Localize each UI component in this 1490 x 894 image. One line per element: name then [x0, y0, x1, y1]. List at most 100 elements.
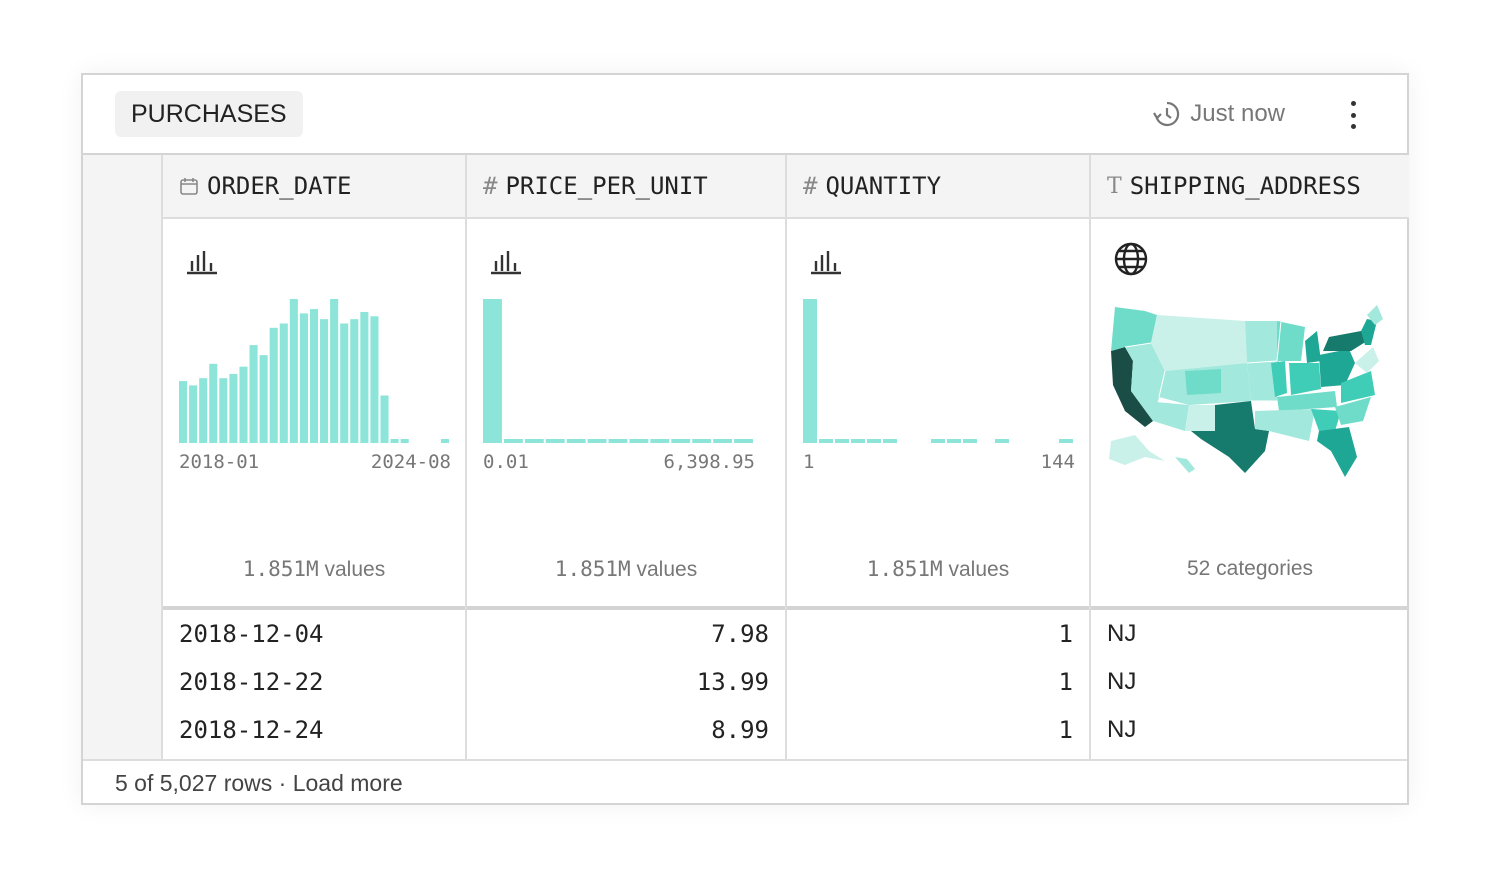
column-summary: 2018-01 2024-08 1.851M values: [163, 219, 465, 610]
histogram-bar[interactable]: [483, 299, 502, 443]
histogram-bar[interactable]: [330, 299, 339, 443]
histogram-bar[interactable]: [883, 439, 897, 443]
histogram-bar[interactable]: [179, 381, 188, 443]
histogram-bar[interactable]: [269, 327, 278, 443]
region: [1255, 409, 1315, 441]
histogram-bar[interactable]: [209, 363, 218, 443]
region: [1319, 349, 1355, 387]
table-cell[interactable]: 1: [1058, 668, 1073, 696]
table-cell[interactable]: 2018-12-22: [179, 668, 324, 696]
table-cell[interactable]: NJ: [1107, 620, 1137, 647]
region: [1341, 371, 1375, 403]
table-cell[interactable]: NJ: [1107, 716, 1137, 743]
column-quantity: # QUANTITY 1 144 1.851M values 1 1 1: [785, 155, 1089, 759]
histogram-bar[interactable]: [629, 439, 649, 443]
table-cell[interactable]: 13.99: [696, 668, 769, 696]
table-cell[interactable]: NJ: [1107, 668, 1137, 695]
histogram-bar[interactable]: [299, 313, 308, 443]
histogram-bar[interactable]: [219, 378, 228, 443]
histogram-bar[interactable]: [189, 385, 198, 443]
histogram-bar[interactable]: [440, 439, 449, 443]
histogram-bar[interactable]: [249, 345, 258, 443]
hash-icon: #: [483, 172, 498, 200]
histogram-bar[interactable]: [229, 373, 238, 443]
column-header[interactable]: T SHIPPING_ADDRESS: [1091, 155, 1409, 219]
region: [1111, 347, 1153, 427]
column-price-per-unit: # PRICE_PER_UNIT 0.01 6,398.95 1.851M va…: [465, 155, 785, 759]
region: [1245, 321, 1281, 401]
histogram-bar[interactable]: [370, 316, 379, 443]
table-cell[interactable]: 7.98: [711, 620, 769, 648]
region: [1271, 361, 1287, 397]
column-header[interactable]: # QUANTITY: [787, 155, 1089, 219]
histogram-bar[interactable]: [947, 439, 961, 443]
histogram-bar[interactable]: [734, 439, 753, 443]
histogram-bar[interactable]: [524, 439, 544, 443]
table-cell[interactable]: 8.99: [711, 716, 769, 744]
histogram-icon: [491, 251, 521, 275]
more-vertical-icon[interactable]: [1347, 101, 1359, 129]
table-title[interactable]: PURCHASES: [115, 91, 303, 137]
histogram-bar[interactable]: [239, 366, 248, 443]
region: [1335, 397, 1371, 425]
value-count: 1.851M values: [866, 557, 1010, 581]
hash-icon: #: [803, 172, 818, 200]
globe-icon: [1114, 242, 1148, 276]
region: [1145, 401, 1189, 431]
range-min: 1: [803, 451, 815, 473]
column-name: PRICE_PER_UNIT: [505, 172, 708, 200]
histogram-bar[interactable]: [587, 439, 607, 443]
histogram-bar[interactable]: [289, 299, 298, 443]
histogram-bar[interactable]: [803, 299, 817, 443]
table-cell[interactable]: 1: [1058, 716, 1073, 744]
histogram-bar[interactable]: [279, 323, 288, 443]
histogram-bar[interactable]: [360, 311, 369, 443]
region: [1361, 319, 1377, 345]
region: [1151, 315, 1247, 371]
histogram-bar[interactable]: [503, 439, 523, 443]
histogram-bar[interactable]: [400, 439, 409, 443]
range-min: 0.01: [483, 451, 529, 473]
histogram-bar[interactable]: [380, 395, 389, 443]
histogram-bar[interactable]: [390, 439, 399, 443]
column-header[interactable]: ORDER_DATE: [163, 155, 465, 219]
region: [1277, 321, 1305, 361]
histogram-bar[interactable]: [931, 439, 945, 443]
footer-load-more[interactable]: 5 of 5,027 rows · Load more: [83, 759, 1407, 805]
histogram-bar[interactable]: [545, 439, 565, 443]
region: [1175, 457, 1195, 473]
histogram-bar[interactable]: [692, 439, 712, 443]
column-name: QUANTITY: [825, 172, 942, 200]
table-cell[interactable]: 1: [1058, 620, 1073, 648]
table-cell[interactable]: 2018-12-04: [179, 620, 324, 648]
histogram-bar[interactable]: [309, 309, 319, 443]
refresh-status[interactable]: Just now: [1152, 99, 1285, 129]
region: [1311, 409, 1341, 431]
histogram-bar[interactable]: [835, 439, 849, 443]
histogram-bar[interactable]: [995, 439, 1009, 443]
histogram-bar[interactable]: [671, 439, 691, 443]
histogram-bar[interactable]: [259, 355, 268, 443]
histogram-bar[interactable]: [1059, 439, 1073, 443]
region: [1185, 405, 1217, 431]
column-order-date: ORDER_DATE 2018-01 2024-08 1.851M values…: [161, 155, 465, 759]
histogram-bar[interactable]: [867, 439, 881, 443]
histogram-bar[interactable]: [851, 439, 865, 443]
column-header[interactable]: # PRICE_PER_UNIT: [467, 155, 785, 219]
histogram-bar[interactable]: [963, 439, 977, 443]
region: [1355, 347, 1379, 373]
column-summary: 1 144 1.851M values: [787, 219, 1089, 610]
region: [1125, 343, 1165, 421]
histogram-bar[interactable]: [199, 378, 208, 443]
histogram-bar[interactable]: [819, 439, 833, 443]
histogram-bar[interactable]: [350, 319, 359, 443]
histogram-bar[interactable]: [650, 439, 670, 443]
histogram-bar[interactable]: [320, 319, 329, 443]
histogram-bar[interactable]: [713, 439, 733, 443]
row-index-column: [83, 155, 163, 759]
histogram-bar[interactable]: [566, 439, 586, 443]
histogram-bar[interactable]: [608, 439, 628, 443]
histogram-bar[interactable]: [340, 323, 349, 443]
column-summary: 0.01 6,398.95 1.851M values: [467, 219, 785, 610]
table-cell[interactable]: 2018-12-24: [179, 716, 324, 744]
